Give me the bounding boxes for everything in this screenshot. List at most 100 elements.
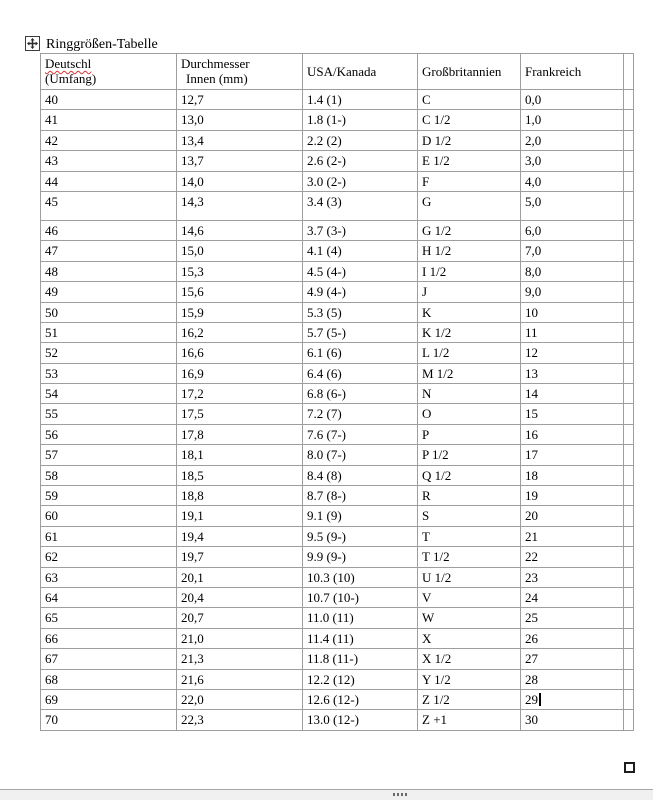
cell-usa-kanada[interactable]: 6.4 (6) (302, 362, 418, 385)
cell-empty[interactable] (623, 505, 634, 527)
cell-usa-kanada[interactable]: 9.9 (9-) (302, 546, 418, 568)
cell-usa-kanada[interactable]: 3.4 (3) (302, 190, 418, 221)
cell-frankreich[interactable]: 11 (520, 321, 624, 344)
cell-frankreich[interactable]: 28 (520, 668, 624, 690)
cell-diameter-mm[interactable]: 13,7 (176, 150, 303, 172)
cell-diameter-mm[interactable]: 14,0 (176, 170, 303, 192)
cell-empty[interactable] (623, 586, 634, 609)
cell-empty[interactable] (623, 150, 634, 172)
cell-german-size[interactable]: 60 (40, 505, 177, 527)
cell-usa-kanada[interactable]: 6.1 (6) (302, 342, 418, 364)
cell-frankreich[interactable]: 7,0 (520, 240, 624, 262)
cell-grossbritannien[interactable]: V (417, 586, 521, 609)
cell-grossbritannien[interactable]: M 1/2 (417, 362, 521, 385)
cell-frankreich[interactable]: 25 (520, 607, 624, 629)
cell-german-size[interactable]: 40 (40, 88, 177, 111)
cell-usa-kanada[interactable]: 4.1 (4) (302, 240, 418, 262)
cell-diameter-mm[interactable]: 15,3 (176, 260, 303, 283)
cell-usa-kanada[interactable]: 8.0 (7-) (302, 444, 418, 466)
cell-diameter-mm[interactable]: 15,9 (176, 301, 303, 323)
table-move-handle[interactable] (25, 36, 40, 51)
cell-frankreich[interactable]: 9,0 (520, 281, 624, 303)
cell-grossbritannien[interactable]: G 1/2 (417, 219, 521, 242)
cell-grossbritannien[interactable]: P 1/2 (417, 444, 521, 466)
cell-german-size[interactable]: 41 (40, 109, 177, 131)
cell-diameter-mm[interactable]: 18,1 (176, 444, 303, 466)
cell-frankreich[interactable]: 0,0 (520, 88, 624, 111)
cell-german-size[interactable]: 65 (40, 607, 177, 629)
cell-usa-kanada[interactable]: 13.0 (12-) (302, 709, 418, 731)
cell-frankreich[interactable]: 13 (520, 362, 624, 385)
cell-german-size[interactable]: 63 (40, 566, 177, 588)
cell-german-size[interactable]: 62 (40, 546, 177, 568)
cell-german-size[interactable]: 47 (40, 240, 177, 262)
cell-empty[interactable] (623, 362, 634, 385)
header-cell-deutschland[interactable]: Deutschl (Umfang) (40, 53, 177, 90)
cell-german-size[interactable]: 42 (40, 129, 177, 152)
cell-diameter-mm[interactable]: 14,3 (176, 190, 303, 221)
cell-frankreich[interactable]: 6,0 (520, 219, 624, 242)
cell-frankreich[interactable]: 16 (520, 423, 624, 446)
cell-frankreich[interactable]: 22 (520, 546, 624, 568)
cell-frankreich[interactable]: 17 (520, 444, 624, 466)
cell-empty[interactable] (623, 688, 634, 711)
cell-diameter-mm[interactable]: 19,4 (176, 525, 303, 548)
cell-grossbritannien[interactable]: U 1/2 (417, 566, 521, 588)
cell-frankreich[interactable]: 26 (520, 627, 624, 650)
cell-usa-kanada[interactable]: 7.2 (7) (302, 403, 418, 425)
cell-german-size[interactable]: 49 (40, 281, 177, 303)
cell-usa-kanada[interactable]: 11.4 (11) (302, 627, 418, 650)
cell-empty[interactable] (623, 129, 634, 152)
cell-grossbritannien[interactable]: F (417, 170, 521, 192)
cell-usa-kanada[interactable]: 2.6 (2-) (302, 150, 418, 172)
statusbar-gripper-dots[interactable] (393, 793, 407, 796)
cell-empty[interactable] (623, 88, 634, 111)
cell-diameter-mm[interactable]: 21,0 (176, 627, 303, 650)
cell-frankreich[interactable]: 2,0 (520, 129, 624, 152)
cell-usa-kanada[interactable]: 12.6 (12-) (302, 688, 418, 711)
cell-grossbritannien[interactable]: J (417, 281, 521, 303)
cell-grossbritannien[interactable]: C (417, 88, 521, 111)
cell-diameter-mm[interactable]: 21,3 (176, 648, 303, 670)
cell-german-size[interactable]: 61 (40, 525, 177, 548)
cell-diameter-mm[interactable]: 13,0 (176, 109, 303, 131)
cell-grossbritannien[interactable]: K (417, 301, 521, 323)
cell-german-size[interactable]: 44 (40, 170, 177, 192)
cell-grossbritannien[interactable]: Y 1/2 (417, 668, 521, 690)
cell-frankreich[interactable]: 29 (520, 688, 624, 711)
cell-german-size[interactable]: 56 (40, 423, 177, 446)
cell-grossbritannien[interactable]: X (417, 627, 521, 650)
cell-german-size[interactable]: 57 (40, 444, 177, 466)
cell-grossbritannien[interactable]: L 1/2 (417, 342, 521, 364)
cell-diameter-mm[interactable]: 19,1 (176, 505, 303, 527)
cell-empty[interactable] (623, 383, 634, 405)
cell-frankreich[interactable]: 30 (520, 709, 624, 731)
cell-german-size[interactable]: 55 (40, 403, 177, 425)
cell-usa-kanada[interactable]: 4.5 (4-) (302, 260, 418, 283)
cell-diameter-mm[interactable]: 17,8 (176, 423, 303, 446)
cell-empty[interactable] (623, 403, 634, 425)
cell-grossbritannien[interactable]: T 1/2 (417, 546, 521, 568)
cell-frankreich[interactable]: 14 (520, 383, 624, 405)
cell-diameter-mm[interactable]: 20,4 (176, 586, 303, 609)
cell-usa-kanada[interactable]: 3.0 (2-) (302, 170, 418, 192)
cell-german-size[interactable]: 66 (40, 627, 177, 650)
cell-diameter-mm[interactable]: 22,3 (176, 709, 303, 731)
cell-german-size[interactable]: 54 (40, 383, 177, 405)
cell-usa-kanada[interactable]: 5.7 (5-) (302, 321, 418, 344)
cell-empty[interactable] (623, 423, 634, 446)
cell-usa-kanada[interactable]: 9.1 (9) (302, 505, 418, 527)
cell-usa-kanada[interactable]: 10.3 (10) (302, 566, 418, 588)
cell-diameter-mm[interactable]: 17,5 (176, 403, 303, 425)
cell-diameter-mm[interactable]: 17,2 (176, 383, 303, 405)
cell-usa-kanada[interactable]: 11.0 (11) (302, 607, 418, 629)
cell-frankreich[interactable]: 27 (520, 648, 624, 670)
cell-frankreich[interactable]: 4,0 (520, 170, 624, 192)
cell-frankreich[interactable]: 3,0 (520, 150, 624, 172)
cell-usa-kanada[interactable]: 1.4 (1) (302, 88, 418, 111)
cell-empty[interactable] (623, 170, 634, 192)
cell-grossbritannien[interactable]: T (417, 525, 521, 548)
cell-diameter-mm[interactable]: 15,0 (176, 240, 303, 262)
cell-german-size[interactable]: 69 (40, 688, 177, 711)
cell-frankreich[interactable]: 12 (520, 342, 624, 364)
